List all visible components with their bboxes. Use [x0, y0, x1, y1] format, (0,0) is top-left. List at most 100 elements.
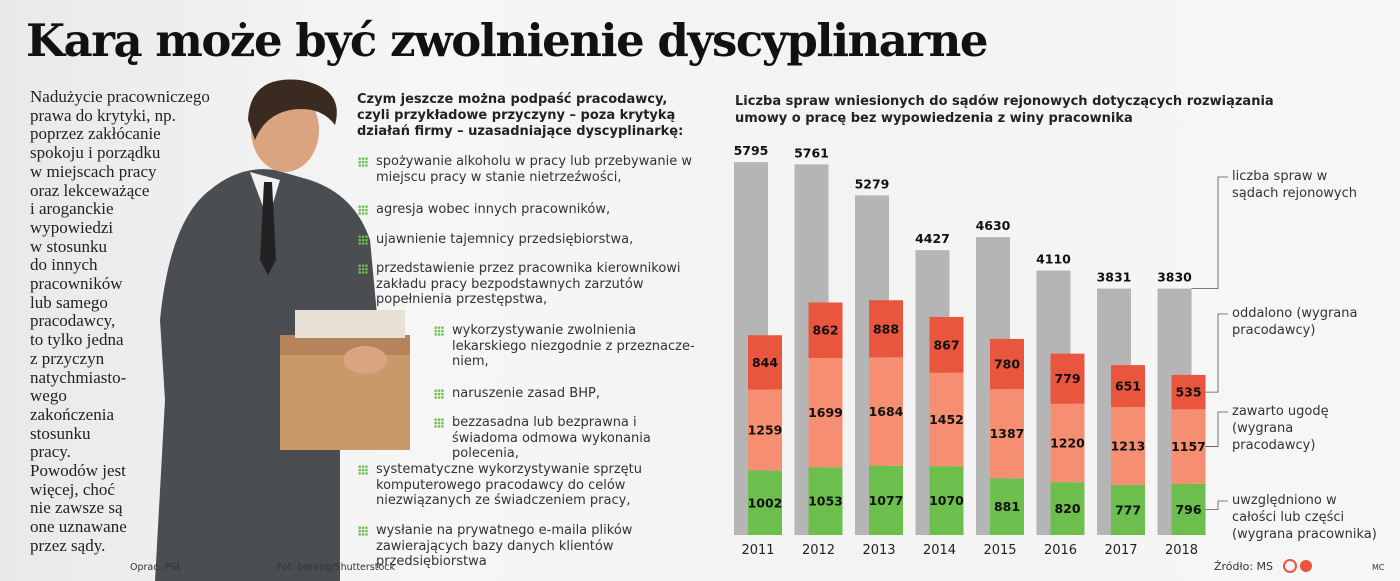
bar-segment — [808, 467, 843, 535]
intro-text: Nadużycie pracowniczego prawa do krytyki,… — [30, 87, 210, 556]
data-label: 1684 — [869, 404, 904, 419]
data-label: 779 — [1054, 371, 1080, 386]
x-tick-label: 2016 — [1044, 543, 1077, 558]
data-label: 4630 — [976, 218, 1011, 233]
data-label: 5795 — [734, 143, 769, 158]
leader-line — [1205, 411, 1228, 447]
bullet-icon — [358, 205, 368, 215]
list-item: przedstawienie przez pracownika kierowni… — [358, 261, 706, 308]
list-heading: Czym jeszcze można podpaść pracodawcy, c… — [357, 92, 684, 139]
data-label: 844 — [752, 355, 778, 370]
x-tick-label: 2012 — [802, 543, 835, 558]
intro-line: z przyczyn — [30, 348, 105, 368]
intro-line: pracowników — [30, 274, 123, 294]
data-label: 3831 — [1097, 270, 1132, 285]
bar-segment — [1050, 353, 1085, 404]
bar-segment — [1171, 374, 1206, 410]
bar-segment — [1111, 406, 1145, 486]
bar-segment — [1171, 483, 1206, 535]
data-label: 1077 — [869, 493, 904, 508]
list-item: agresja wobec innych pracowników, — [358, 202, 706, 218]
sub-list-item: naruszenie zasad BHP, — [434, 386, 704, 402]
bullet-icon — [358, 157, 368, 167]
bar-segment — [990, 389, 1024, 479]
x-tick-label: 2015 — [983, 543, 1016, 558]
bar-segment — [929, 466, 964, 535]
intro-line: zakończenia — [30, 404, 114, 424]
x-tick-label: 2017 — [1104, 543, 1137, 558]
bar-segment — [1171, 409, 1206, 484]
data-label: 820 — [1054, 501, 1080, 516]
data-label: 651 — [1115, 379, 1141, 394]
intro-line: w miejscach pracy — [30, 161, 157, 181]
bar-segment — [990, 338, 1024, 390]
bar-segment — [1111, 485, 1145, 535]
intro-line: prawa do krytyki, np. — [30, 105, 176, 125]
data-label: 3830 — [1157, 270, 1192, 285]
legend-label: uwzględniono w całości lub części (wygra… — [1232, 493, 1377, 542]
intro-line: i aroganckie — [30, 199, 114, 219]
intro-line: nie zawsze są — [30, 498, 123, 518]
intro-line: do innych — [30, 255, 98, 275]
intro-line: stosunku — [30, 423, 91, 443]
data-label: 5761 — [794, 145, 829, 160]
title: Karą może być zwolnienie dyscyplinarne — [26, 14, 989, 67]
signature: MC — [1372, 563, 1385, 572]
leader-line — [1205, 500, 1228, 510]
intro-line: Nadużycie pracowniczego — [30, 87, 210, 106]
intro-line: przez sądy. — [30, 535, 106, 555]
bar-segment — [1050, 482, 1085, 535]
bullet-icon — [358, 526, 368, 536]
credit-photo: Fot. baranq/Shutterstock — [277, 562, 396, 573]
data-label: 1452 — [929, 412, 964, 427]
data-label: 1053 — [808, 494, 843, 509]
bar-segment — [990, 478, 1024, 535]
data-label: 1070 — [929, 493, 964, 508]
intro-line: one uznawane — [30, 517, 127, 537]
list-item: ujawnienie tajemnicy przedsiębiorstwa, — [358, 232, 706, 248]
intro-line: lub samego — [30, 292, 108, 312]
data-label: 1387 — [990, 426, 1025, 441]
bar-segment — [1050, 403, 1085, 483]
data-label: 1213 — [1111, 438, 1146, 453]
intro-line: Powodów jest — [30, 461, 126, 481]
x-tick-label: 2014 — [923, 543, 956, 558]
data-label: 862 — [812, 323, 838, 338]
bar-segment — [869, 357, 903, 466]
data-label: 5279 — [855, 176, 890, 191]
intro-line: spokoju i porządku — [30, 143, 161, 163]
bullet-icon — [434, 418, 444, 428]
bar-segment — [748, 470, 782, 535]
bar-segment — [808, 357, 843, 468]
intro-line: w stosunku — [30, 236, 107, 256]
data-label: 1259 — [748, 423, 783, 438]
data-label: 1002 — [748, 495, 783, 510]
data-label: 796 — [1175, 502, 1201, 517]
intro-line: pracy. — [30, 442, 71, 462]
intro-line: wego — [30, 386, 67, 406]
intro-line: poprzez zakłócanie — [30, 124, 161, 144]
intro-line: natychmiasto- — [30, 367, 127, 387]
intro-line: więcej, choć — [30, 479, 115, 499]
bar-segment — [929, 316, 964, 373]
list-item: spożywanie alkoholu w pracy lub przebywa… — [358, 154, 706, 185]
sub-list-item: wykorzystywanie zwolnienia lekarskiego n… — [434, 323, 704, 370]
bar-segment — [748, 389, 782, 471]
sub-list-item: bezzasadna lub bezprawna i świadoma odmo… — [434, 415, 704, 462]
bar-segment — [808, 302, 843, 358]
x-tick-label: 2011 — [741, 543, 774, 558]
data-label: 867 — [933, 337, 959, 352]
bullet-icon — [358, 264, 368, 274]
bullet-icon — [434, 389, 444, 399]
data-label: 780 — [994, 357, 1020, 372]
logo — [1283, 559, 1297, 573]
leader-line — [1191, 176, 1228, 290]
bullet-icon — [358, 235, 368, 245]
data-label: 4110 — [1036, 252, 1071, 267]
data-label: 888 — [873, 321, 899, 336]
intro-line: pracodawcy, — [30, 311, 116, 331]
bar-segment — [1111, 365, 1145, 407]
logo — [1300, 560, 1312, 572]
